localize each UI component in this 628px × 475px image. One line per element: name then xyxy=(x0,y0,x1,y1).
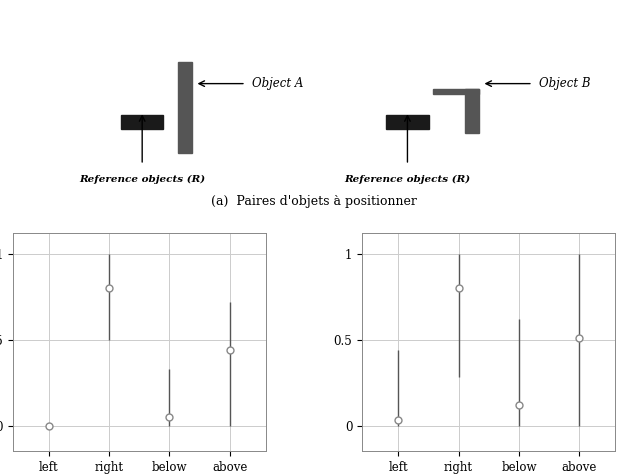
FancyBboxPatch shape xyxy=(465,89,479,133)
FancyBboxPatch shape xyxy=(121,115,163,129)
Text: Object B: Object B xyxy=(539,77,590,90)
FancyBboxPatch shape xyxy=(178,62,192,153)
Text: (a)  Paires d'objets à positionner: (a) Paires d'objets à positionner xyxy=(211,196,417,209)
Text: Reference objects (R): Reference objects (R) xyxy=(344,175,470,184)
FancyBboxPatch shape xyxy=(386,115,428,129)
Text: Object A: Object A xyxy=(252,77,303,90)
Text: Reference objects (R): Reference objects (R) xyxy=(79,175,205,184)
FancyBboxPatch shape xyxy=(433,89,479,94)
